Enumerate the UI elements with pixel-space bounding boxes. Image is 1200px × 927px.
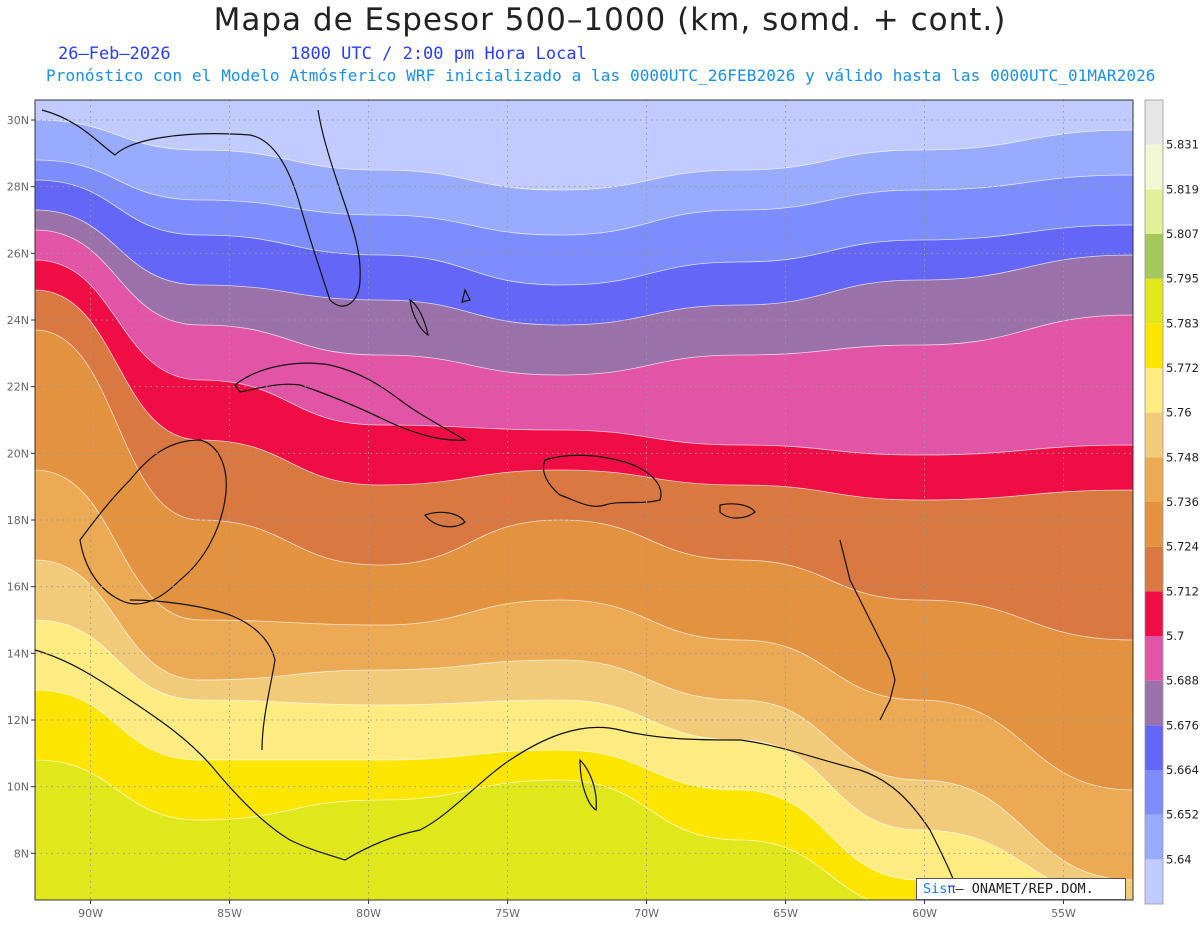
colorbar-label: 5.64 — [1166, 852, 1192, 866]
colorbar-label: 5.724 — [1166, 540, 1199, 554]
colorbar-label: 5.748 — [1166, 450, 1199, 464]
florida-coast — [41, 109, 361, 307]
colorbar-frame — [1144, 99, 1164, 905]
colorbar-label: 5.712 — [1166, 584, 1199, 598]
colorbar-swatch — [1145, 725, 1163, 770]
map-title: Mapa de Espesor 500–1000 (km, somd. + co… — [213, 2, 1007, 38]
colorbar-label: 5.831 — [1166, 138, 1199, 152]
credit-pi: π — [947, 881, 956, 897]
colorbar-swatch — [1145, 814, 1163, 860]
lat-tick-label: 8N — [14, 847, 29, 860]
lat-tick-label: 12N — [7, 714, 29, 727]
contour-fill-layer — [35, 100, 1133, 900]
lat-tick-label: 24N — [7, 314, 29, 327]
credit-box: Sisπ– ONAMET/REP.DOM. — [916, 878, 1126, 900]
colorbar-label: 5.795 — [1166, 272, 1199, 286]
colorbar-swatch — [1145, 234, 1163, 279]
graticule — [35, 100, 1133, 900]
colorbar-swatch — [1145, 323, 1163, 368]
bahamas-2 — [461, 288, 471, 303]
colorbar-label: 5.7 — [1166, 629, 1184, 643]
lon-tick-label: 90W — [78, 907, 103, 920]
lake-maracaibo — [579, 758, 597, 812]
hispaniola-coast — [542, 454, 662, 507]
colorbar-swatch — [1145, 144, 1163, 190]
lon-tick-label: 60W — [912, 907, 937, 920]
colorbar-swatch — [1145, 636, 1163, 681]
colorbar-swatch — [1145, 591, 1163, 636]
lat-tick-label: 10N — [7, 781, 29, 794]
jamaica-coast — [424, 511, 466, 528]
lon-tick-label: 55W — [1051, 907, 1076, 920]
colorbar-swatch — [1145, 502, 1163, 547]
lesser-antilles — [839, 539, 896, 721]
lat-tick-label: 20N — [7, 447, 29, 460]
colorbar-swatch — [1145, 278, 1163, 324]
colorbar-label: 5.76 — [1166, 406, 1192, 420]
colorbar-label: 5.736 — [1166, 495, 1199, 509]
yucatan-coast — [79, 439, 227, 605]
colorbar-swatch — [1145, 412, 1163, 458]
lon-tick-label: 75W — [495, 907, 520, 920]
colorbar-swatch — [1145, 546, 1163, 592]
lat-tick-label: 30N — [7, 114, 29, 127]
lat-tick-label: 16N — [7, 581, 29, 594]
lat-tick-label: 28N — [7, 181, 29, 194]
colorbar-label: 5.819 — [1166, 182, 1199, 196]
coastlines — [35, 109, 961, 900]
colorbar-label: 5.676 — [1166, 718, 1199, 732]
forecast-date: 26–Feb–2026 — [58, 44, 171, 64]
lat-tick-label: 26N — [7, 247, 29, 260]
colorbar-label: 5.807 — [1166, 227, 1199, 241]
bahamas-1 — [409, 298, 429, 337]
longitude-axis: 90W 85W 80W 75W 70W 65W 60W 55W — [78, 900, 1076, 920]
central-america-coast — [35, 649, 961, 900]
colorbar-swatch — [1145, 189, 1163, 234]
lon-tick-label: 85W — [217, 907, 242, 920]
model-description: Pronóstico con el Modelo Atmósferico WRF… — [46, 66, 1156, 85]
colorbar-label: 5.664 — [1166, 763, 1199, 777]
credit-brand: Sis — [923, 881, 948, 897]
thickness-band — [35, 759, 1133, 900]
puerto-rico-coast — [719, 503, 756, 519]
colorbar-label: 5.688 — [1166, 674, 1199, 688]
colorbar-swatch — [1145, 770, 1163, 815]
colorbar-swatch — [1145, 100, 1163, 145]
colorbar-label: 5.783 — [1166, 316, 1199, 330]
lon-tick-label: 80W — [356, 907, 381, 920]
cuba-coast — [234, 362, 467, 441]
colorbar-swatch — [1145, 680, 1163, 726]
colorbar-swatch — [1145, 457, 1163, 502]
lon-tick-label: 65W — [773, 907, 798, 920]
credit-text: – ONAMET/REP.DOM. — [955, 881, 1094, 897]
latitude-axis: 30N 28N 26N 24N 22N 20N 18N 16N 14N 12N 10N 8N — [7, 114, 35, 860]
plot-frame — [34, 99, 1134, 901]
honduras-coast — [129, 599, 276, 751]
lat-tick-label: 18N — [7, 514, 29, 527]
colorbar-swatch — [1145, 859, 1163, 904]
colorbar-label: 5.772 — [1166, 361, 1199, 375]
forecast-time: 1800 UTC / 2:00 pm Hora Local — [290, 44, 587, 64]
colorbar: 5.64 5.652 5.664 5.676 5.688 5.7 5.712 5.724 5.7… — [1144, 99, 1199, 905]
colorbar-swatch — [1145, 368, 1163, 413]
lon-tick-label: 70W — [634, 907, 659, 920]
lat-tick-label: 22N — [7, 381, 29, 394]
colorbar-label: 5.652 — [1166, 808, 1199, 822]
lat-tick-label: 14N — [7, 647, 29, 660]
